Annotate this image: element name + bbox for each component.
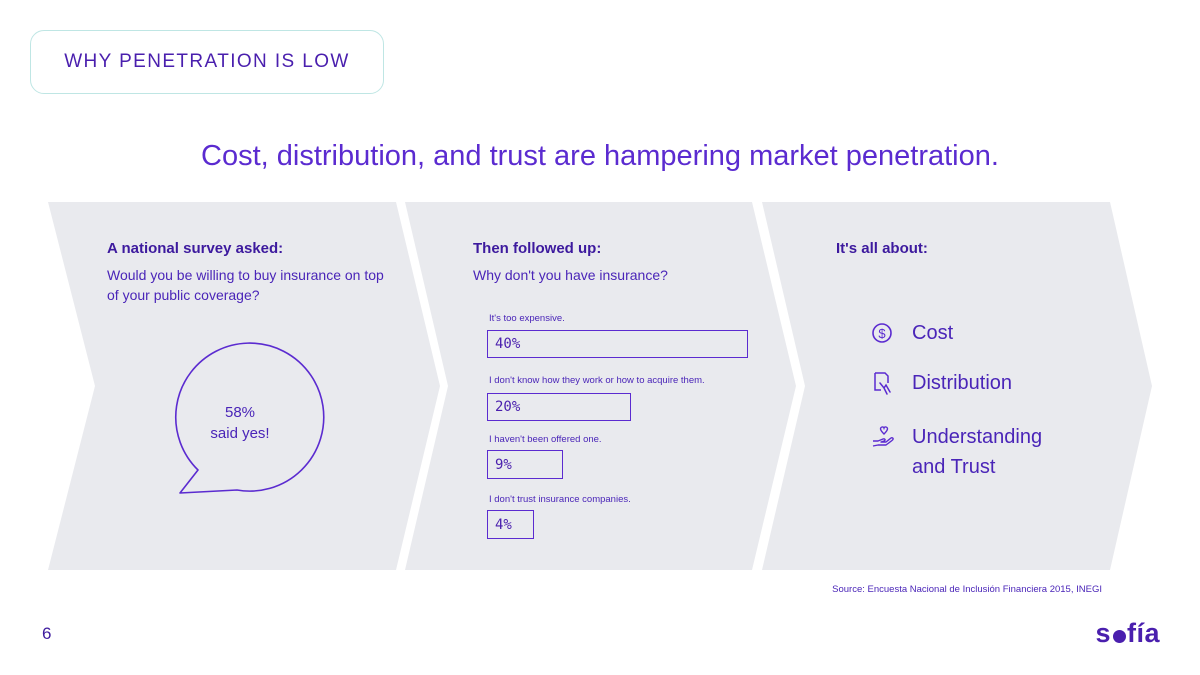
bubble-label: said yes!: [210, 425, 270, 442]
answer-label: It's too expensive.: [489, 313, 565, 324]
document-hand-icon: [874, 372, 891, 395]
logo-text-end: fía: [1126, 618, 1160, 648]
factor-cost: $ Cost: [870, 318, 953, 348]
section-tag: WHY PENETRATION IS LOW: [30, 30, 384, 94]
answer-bar: 40%: [487, 330, 748, 358]
followup-heading: Then followed up:: [473, 240, 602, 257]
page-number: 6: [42, 624, 52, 643]
factor-trust: Understanding and Trust: [870, 422, 1042, 482]
sofia-logo: s fía: [1095, 618, 1160, 649]
logo-dot: [1112, 630, 1126, 643]
logo-text-start: s: [1095, 618, 1111, 648]
chevron-panel-3: [762, 202, 1152, 570]
answer-bar: 9%: [487, 450, 563, 479]
answer-label: I haven't been offered one.: [489, 434, 602, 445]
bubble-text: 58% said yes!: [190, 402, 290, 444]
speech-bubble: [174, 342, 325, 494]
followup-column: Then followed up: Why don't you have ins…: [473, 240, 753, 285]
summary-column: It's all about:: [836, 240, 1096, 265]
factor-label-multiline: Understanding and Trust: [912, 422, 1042, 482]
survey-heading: A national survey asked:: [107, 240, 284, 257]
dollar-coin-icon: $: [872, 323, 892, 343]
factor-distribution: Distribution: [870, 368, 1012, 398]
answer-label: I don't trust insurance companies.: [489, 494, 631, 505]
svg-text:$: $: [878, 326, 886, 341]
answer-bar: 4%: [487, 510, 534, 539]
survey-question: Would you be willing to buy insurance on…: [107, 267, 384, 303]
source-note: Source: Encuesta Nacional de Inclusión F…: [832, 584, 1102, 595]
page-headline: Cost, distribution, and trust are hamper…: [201, 140, 999, 172]
factor-label-line2: and Trust: [912, 456, 996, 478]
factor-label: Understanding: [912, 426, 1043, 448]
answer-bar: 20%: [487, 393, 631, 421]
factor-label: Cost: [912, 322, 954, 344]
heart-hand-icon: [872, 426, 894, 447]
followup-question: Why don't you have insurance?: [473, 267, 668, 283]
factor-label: Distribution: [912, 372, 1013, 394]
bubble-value: 58%: [224, 404, 256, 421]
summary-heading: It's all about:: [836, 240, 928, 257]
answer-label: I don't know how they work or how to acq…: [489, 375, 705, 386]
survey-column: A national survey asked: Would you be wi…: [107, 240, 387, 305]
chevron-panel-1: [48, 202, 440, 570]
